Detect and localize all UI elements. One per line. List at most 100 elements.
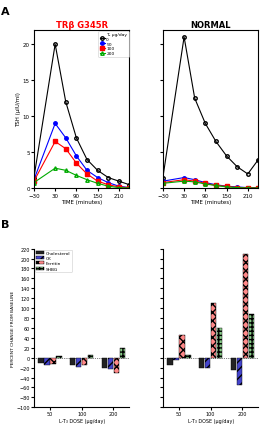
0 <box>225 154 228 159</box>
100 <box>225 184 228 189</box>
0 <box>32 176 35 181</box>
Bar <box>243 254 248 358</box>
50 <box>117 184 120 189</box>
Legend: T₃ μg/day, 0, 50, 100, 200: T₃ μg/day, 0, 50, 100, 200 <box>98 32 129 57</box>
Line: 0: 0 <box>161 36 260 180</box>
0 <box>257 158 260 163</box>
200 <box>257 186 260 191</box>
Line: 100: 100 <box>161 179 260 190</box>
0 <box>193 96 196 102</box>
200 <box>204 182 207 187</box>
50 <box>96 176 99 181</box>
100 <box>204 181 207 187</box>
100 <box>214 184 217 189</box>
Bar <box>185 355 191 358</box>
Line: 100: 100 <box>32 141 131 190</box>
Bar <box>248 314 254 358</box>
50 <box>257 186 260 191</box>
200 <box>54 166 57 171</box>
0 <box>54 42 57 48</box>
0 <box>161 176 164 181</box>
Line: 0: 0 <box>32 43 131 187</box>
Line: 200: 200 <box>32 167 131 190</box>
Text: B: B <box>1 220 10 230</box>
0 <box>75 136 78 141</box>
200 <box>75 173 78 179</box>
Bar <box>102 358 107 368</box>
100 <box>117 185 120 190</box>
Bar <box>70 358 75 365</box>
0 <box>85 158 88 163</box>
Y-axis label: PERCENT CHANGE FROM BASELINE: PERCENT CHANGE FROM BASELINE <box>11 290 15 366</box>
200 <box>85 178 88 183</box>
Bar <box>179 336 185 358</box>
Bar <box>205 358 210 368</box>
200 <box>128 186 131 191</box>
Bar <box>108 358 113 369</box>
50 <box>54 122 57 127</box>
50 <box>64 136 67 141</box>
200 <box>246 186 249 191</box>
50 <box>161 179 164 184</box>
200 <box>117 186 120 191</box>
0 <box>182 35 186 40</box>
Bar <box>50 358 56 364</box>
100 <box>75 161 78 166</box>
200 <box>107 184 110 189</box>
0 <box>96 168 99 173</box>
Legend: Cholesterol, CK, Ferritin, SHBG: Cholesterol, CK, Ferritin, SHBG <box>35 250 72 272</box>
100 <box>107 183 110 188</box>
200 <box>193 180 196 185</box>
0 <box>236 165 239 170</box>
50 <box>182 176 186 181</box>
Bar <box>217 328 222 358</box>
50 <box>214 183 217 188</box>
Bar <box>237 358 242 385</box>
100 <box>85 172 88 177</box>
Text: A: A <box>1 7 10 18</box>
X-axis label: L-T₃ DOSE (μg/day): L-T₃ DOSE (μg/day) <box>187 418 234 423</box>
200 <box>161 181 164 187</box>
Title: NORMAL: NORMAL <box>190 21 231 30</box>
100 <box>257 186 260 191</box>
100 <box>54 140 57 145</box>
50 <box>85 168 88 173</box>
100 <box>128 186 131 191</box>
0 <box>204 122 207 127</box>
200 <box>64 168 67 173</box>
X-axis label: TIME (minutes): TIME (minutes) <box>190 199 231 205</box>
50 <box>246 186 249 191</box>
100 <box>182 178 186 183</box>
0 <box>246 172 249 177</box>
Bar <box>199 358 204 368</box>
50 <box>193 178 196 183</box>
50 <box>225 184 228 189</box>
Bar <box>56 357 62 358</box>
Line: 50: 50 <box>161 177 260 190</box>
50 <box>204 180 207 186</box>
50 <box>128 186 131 191</box>
X-axis label: TIME (minutes): TIME (minutes) <box>61 199 102 205</box>
Bar <box>76 358 81 367</box>
X-axis label: L-T₃ DOSE (μg/day): L-T₃ DOSE (μg/day) <box>58 418 105 423</box>
0 <box>64 100 67 105</box>
200 <box>225 185 228 190</box>
0 <box>128 183 131 188</box>
Bar <box>173 358 179 360</box>
100 <box>246 186 249 191</box>
50 <box>32 178 35 183</box>
Bar <box>114 358 119 373</box>
200 <box>96 181 99 187</box>
0 <box>214 140 217 145</box>
0 <box>107 176 110 181</box>
100 <box>236 186 239 191</box>
Bar <box>211 304 216 358</box>
Bar <box>167 358 173 365</box>
Line: 50: 50 <box>32 123 131 190</box>
100 <box>161 180 164 186</box>
Y-axis label: TSH (μIU/ml): TSH (μIU/ml) <box>16 92 21 127</box>
100 <box>96 179 99 184</box>
Title: TRβ G345R: TRβ G345R <box>56 21 108 30</box>
100 <box>32 179 35 184</box>
100 <box>64 147 67 152</box>
